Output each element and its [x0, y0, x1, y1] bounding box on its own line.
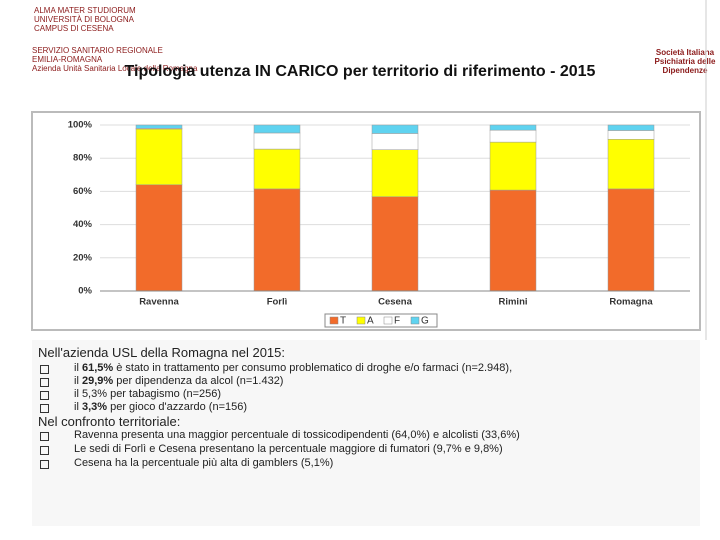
bar-segment: [135, 128, 183, 186]
bullet: [40, 432, 49, 441]
bar-segment: [607, 124, 655, 131]
x-tick-label: Rimini: [498, 297, 527, 308]
text-part: per dipendenza da alcol (n=1.432): [113, 375, 284, 387]
x-tick-label: Forlì: [267, 297, 288, 308]
y-tick-label: 60%: [73, 186, 93, 197]
bar-segment: [253, 124, 301, 134]
chart-frame: [31, 111, 701, 331]
logo-text: Psichiatria delle: [654, 57, 716, 66]
intro: Nell'azienda USL della Romagna nel 2015:: [38, 345, 285, 360]
bullet-text: il 61,5% è stato in trattamento per cons…: [74, 362, 512, 374]
text-part: 29,9%: [81, 375, 114, 387]
legend-swatch: [383, 316, 393, 325]
bullet: [40, 460, 49, 469]
intro: Nel confronto territoriale:: [38, 414, 181, 429]
bar-segment: [607, 188, 655, 292]
bullet-text: il 29,9% per dipendenza da alcol (n=1.43…: [74, 375, 283, 387]
bar-segment: [371, 196, 419, 292]
chart-title: Tipologia utenza IN CARICO per territori…: [124, 63, 596, 80]
logo-text: CAMPUS DI CESENA: [34, 24, 114, 33]
logo-text: ALMA MATER STUDIORUM: [34, 6, 136, 15]
logo-text: Azienda Unità Sanitaria Locale della Rom…: [32, 64, 198, 73]
notes-panel: Nell'azienda USL della Romagna nel 2015:…: [32, 340, 700, 526]
bar-segment: [607, 139, 655, 190]
text-part: il 5,3% per tabagismo (n=256): [74, 388, 222, 400]
legend-label: T: [340, 316, 346, 327]
bullet: [40, 404, 49, 413]
legend-label: A: [367, 316, 374, 327]
logo-text: Dipendenze: [662, 66, 708, 75]
bullet: [40, 365, 49, 374]
bar-segment: [253, 188, 301, 292]
y-tick-label: 40%: [73, 219, 93, 230]
bar-segment: [489, 141, 537, 191]
bar-segment: [371, 124, 419, 134]
text-part: 3,3%: [81, 401, 108, 413]
legend-label: G: [421, 316, 429, 327]
y-tick-label: 20%: [73, 252, 93, 263]
bullet: [40, 391, 49, 400]
logo: SERVIZIO SANITARIO REGIONALE EMILIA-ROMAG…: [32, 46, 197, 73]
bar-segment: [489, 124, 537, 131]
bar-segment: [607, 130, 655, 140]
chart: 0% 20% 40% 60% 80% 100% Ravenna Forlì Cesena Rimi…: [31, 0, 707, 340]
logo-text: Società Italiana: [655, 48, 715, 57]
x-tick-label: Ravenna: [139, 297, 179, 308]
y-tick-label: 100%: [68, 120, 93, 131]
bar-segment: [253, 148, 301, 190]
logo-text: SERVIZIO SANITARIO REGIONALE: [32, 46, 163, 55]
text-part: Cesena ha la percentuale più alta di gam…: [74, 457, 334, 469]
text-part: è stato in trattamento per consumo probl…: [113, 362, 513, 374]
bullet-text: Cesena ha la percentuale più alta di gam…: [74, 457, 333, 469]
bar-segment: [135, 184, 183, 292]
bullet: [40, 446, 49, 455]
legend-swatch: [356, 316, 366, 325]
logo: ALMA MATER STUDIORUM UNIVERSITÀ DI BOLOGN…: [34, 6, 136, 33]
bar-segment: [371, 133, 419, 150]
logo-text: UNIVERSITÀ DI BOLOGNA: [34, 15, 135, 24]
text-part: il: [74, 362, 82, 374]
legend-swatch: [329, 316, 339, 325]
text-part: il: [74, 401, 82, 413]
bar-segment: [135, 124, 183, 129]
legend-box: [324, 313, 438, 328]
y-tick-label: 80%: [73, 153, 93, 164]
x-tick-label: Cesena: [378, 297, 413, 308]
bullet-text: il 5,3% per tabagismo (n=256): [74, 388, 221, 400]
bar-segment: [371, 149, 419, 197]
logo-text: EMILIA-ROMAGNA: [32, 55, 103, 64]
bullet-text: Ravenna presenta una maggior percentuale…: [74, 429, 520, 441]
text-part: il: [74, 375, 82, 387]
text-part: Le sedi di Forlì e Cesena presentano la …: [74, 443, 503, 455]
text-part: 61,5%: [81, 362, 114, 374]
logo: Società Italiana Psichiatria delle Dipende…: [652, 48, 718, 75]
legend-label: F: [394, 316, 400, 327]
bar-segment: [489, 129, 537, 143]
bar-segment: [489, 189, 537, 292]
legend-swatch: [410, 316, 420, 325]
y-tick-label: 0%: [78, 286, 92, 297]
text-part: per gioco d'azzardo (n=156): [107, 401, 248, 413]
text-part: Ravenna presenta una maggior percentuale…: [74, 429, 520, 441]
bullet-text: il 3,3% per gioco d'azzardo (n=156): [74, 401, 247, 413]
x-tick-label: Romagna: [609, 297, 653, 308]
bullet: [40, 378, 49, 387]
bullet-text: Le sedi di Forlì e Cesena presentano la …: [74, 443, 503, 455]
bar-segment: [253, 132, 301, 150]
